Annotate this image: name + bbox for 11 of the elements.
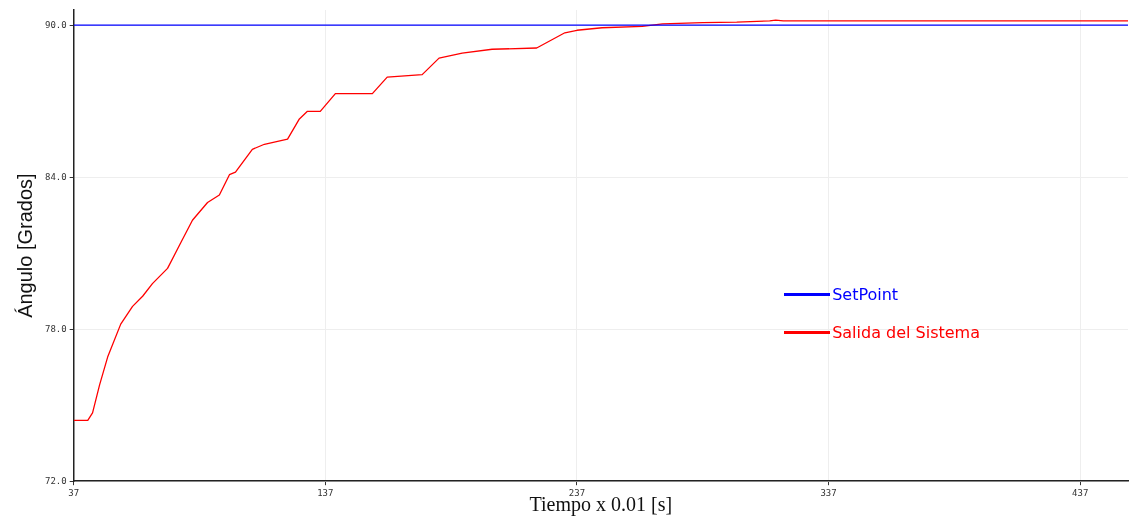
legend-label: SetPoint xyxy=(832,284,899,304)
y-tick-label: 78.0 xyxy=(44,323,67,334)
x-tick-label: 137 xyxy=(317,487,334,498)
y-tick-label: 84.0 xyxy=(44,171,67,182)
y-tick-label: 72.0 xyxy=(44,475,67,486)
y-tick-label: 90.0 xyxy=(44,19,67,30)
y-axis-title: Ángulo [Grados] xyxy=(13,173,36,318)
legend-label: Salida del Sistema xyxy=(832,322,980,342)
x-tick-label: 437 xyxy=(1072,487,1089,498)
x-tick-label: 337 xyxy=(820,487,837,498)
x-tick-label: 37 xyxy=(68,487,80,498)
